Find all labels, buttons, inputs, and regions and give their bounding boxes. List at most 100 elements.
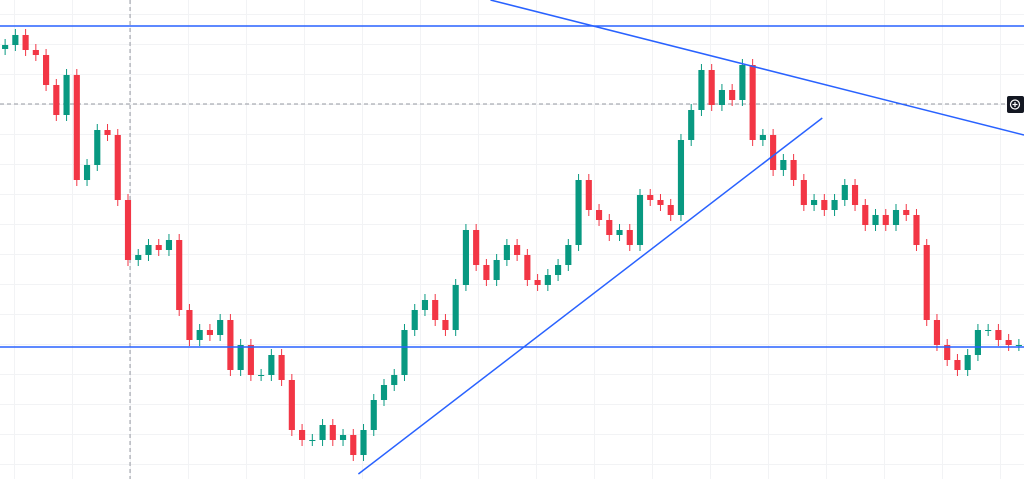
candle-body	[421, 300, 429, 310]
candle-body	[2, 45, 9, 49]
candle-body	[237, 345, 244, 370]
candle-body	[114, 135, 121, 200]
candle-body	[442, 320, 449, 330]
candle-body	[473, 230, 480, 265]
candle-body	[12, 35, 19, 45]
candle-body	[258, 375, 265, 376]
candle-body	[309, 440, 316, 441]
candle-body	[493, 260, 500, 280]
candle-body	[636, 195, 644, 245]
candle-body	[565, 245, 572, 265]
candle-body	[718, 90, 725, 105]
candle-body	[524, 255, 531, 280]
candle-body	[872, 215, 879, 225]
candle-body	[534, 280, 541, 285]
candle-body	[944, 345, 951, 360]
candle-body	[22, 35, 29, 50]
candle-body	[954, 360, 961, 370]
candle-body	[104, 130, 111, 135]
candle-body	[964, 355, 971, 370]
candle-body	[759, 135, 766, 140]
candle-body	[616, 230, 623, 235]
candle-body	[882, 215, 889, 225]
candle-body	[247, 345, 254, 375]
candle-body	[43, 55, 50, 85]
candle-body	[933, 320, 941, 345]
candle-body	[32, 50, 39, 55]
crosshair-button[interactable]	[1007, 96, 1024, 113]
candle-body	[821, 200, 828, 210]
trend-line	[490, 0, 1024, 136]
candle-body	[595, 210, 603, 220]
candle-body	[657, 200, 664, 205]
candle-body	[483, 265, 490, 280]
candle-body	[176, 240, 183, 310]
candle-body	[83, 165, 91, 180]
candle-body	[319, 425, 326, 440]
candle-body	[73, 75, 80, 180]
candle-body	[606, 220, 613, 235]
candle-body	[370, 400, 377, 430]
candle-body	[452, 285, 459, 330]
candle-body	[913, 215, 920, 245]
candle-body	[206, 330, 213, 335]
candle-body	[698, 70, 705, 110]
candle-body	[94, 130, 101, 165]
candle-body	[503, 245, 510, 260]
candle-body	[831, 200, 838, 210]
candle-body	[739, 65, 746, 100]
candle-body	[268, 355, 275, 375]
candle-body	[811, 200, 818, 205]
candle-body	[165, 240, 173, 250]
candle-body	[380, 385, 388, 400]
candle-body	[974, 330, 981, 355]
candle-body	[155, 245, 162, 250]
candle-body	[514, 245, 521, 255]
candle-body	[288, 380, 295, 430]
candle-body	[841, 185, 848, 200]
candle-body	[391, 375, 398, 385]
candle-body	[903, 210, 910, 215]
candle-body	[985, 330, 992, 331]
candle-body	[585, 180, 592, 210]
candle-body	[647, 195, 654, 200]
candle-body	[770, 135, 777, 170]
candle-body	[555, 265, 562, 275]
candle-body	[892, 210, 900, 225]
candle-body	[995, 330, 1002, 340]
candle-body	[677, 140, 685, 215]
candle-body	[923, 245, 930, 320]
candle-body	[227, 320, 234, 370]
candle-body	[749, 65, 756, 140]
candle-body	[339, 435, 347, 440]
candle-body	[688, 110, 695, 140]
candle-body	[196, 330, 203, 340]
candle-body	[53, 85, 60, 115]
trend-line	[357, 117, 823, 475]
candle-body	[708, 70, 715, 105]
candle-body	[217, 320, 224, 335]
candle-body	[575, 180, 582, 245]
candle-body	[800, 180, 807, 205]
candle-body	[1005, 340, 1012, 345]
candle-body	[135, 255, 142, 260]
candle-body	[411, 310, 418, 330]
candle-body	[544, 275, 551, 285]
candle-body	[401, 330, 408, 375]
candle-body	[63, 75, 70, 115]
candle-body	[329, 425, 336, 440]
candle-body	[462, 230, 469, 285]
candle-body	[729, 90, 736, 100]
candle-body	[186, 310, 193, 340]
candle-body	[667, 205, 674, 215]
candle-body	[626, 230, 633, 245]
candle-body	[862, 205, 869, 225]
candle-body	[124, 200, 132, 260]
candle-body	[350, 435, 357, 455]
candle-body	[1015, 345, 1022, 346]
candle-body	[360, 430, 367, 455]
candle-body	[790, 160, 797, 180]
